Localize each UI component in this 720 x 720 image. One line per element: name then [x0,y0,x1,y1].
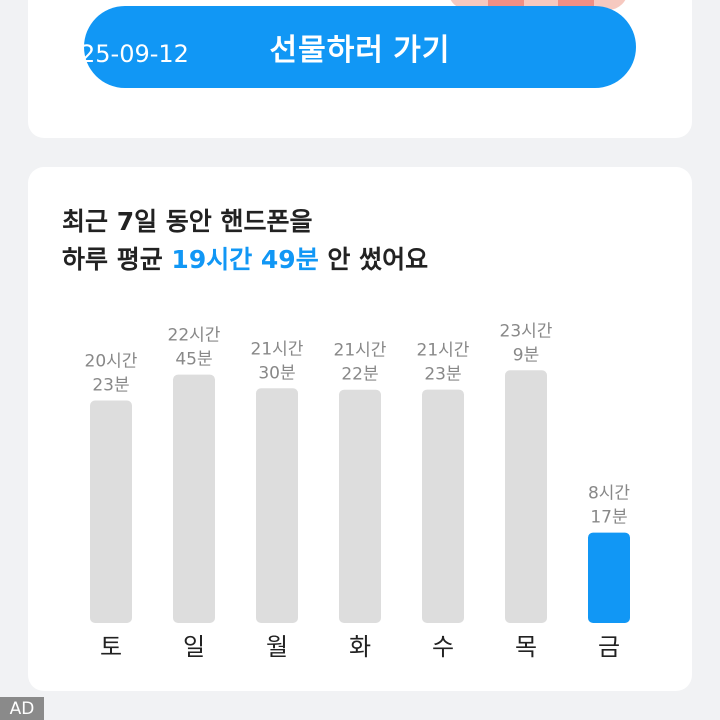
ad-badge: AD [0,697,44,720]
usage-summary: 최근 7일 동안 핸드폰을 하루 평균 19시간 49분 안 썼어요 [62,203,428,279]
bar-value-label: 9분 [513,345,539,365]
bar-value-label: 17분 [590,508,627,528]
bar-value-label: 23분 [92,375,129,395]
day-label: 일 [183,633,205,661]
bar-value-label: 23시간 [500,321,553,341]
bar-토 [90,400,132,623]
bar-목 [505,370,547,623]
day-label: 월 [266,633,288,661]
usage-card: 최근 7일 동안 핸드폰을 하루 평균 19시간 49분 안 썼어요 20시간 2… [28,167,692,691]
gift-card: 선물하러 가기 [28,0,692,138]
illustration-stripe [558,0,594,10]
bar-value-label: 45분 [175,350,212,370]
bar-value-label: 20시간 [85,351,138,371]
summary-line-1: 최근 7일 동안 핸드폰을 [62,207,313,236]
gift-illustration [448,0,628,10]
bar-value-label: 22시간 [168,326,221,346]
bar-value-label: 30분 [258,363,295,383]
bar-value-label: 21시간 [251,339,304,359]
bar-일 [173,374,215,623]
average-time-highlight: 19시간 49분 [171,245,319,274]
bar-수 [422,389,464,623]
bar-금 [588,532,630,623]
bar-월 [256,388,298,623]
day-label: 수 [432,633,454,661]
bar-value-label: 21시간 [417,341,470,361]
bar-value-label: 8시간 [588,484,630,504]
gift-button[interactable]: 선물하러 가기 [84,6,636,88]
bar-value-label: 21시간 [334,341,387,361]
bar-화 [339,389,381,623]
bar-value-label: 23분 [424,365,461,385]
illustration-stripe [488,0,524,10]
summary-line-2-suffix: 안 썼어요 [318,245,429,274]
date-overlay: 25-09-12 [80,40,189,68]
day-label: 목 [515,633,537,661]
day-label: 금 [598,633,620,661]
bar-value-label: 22분 [341,365,378,385]
day-label: 토 [100,633,122,661]
day-label: 화 [349,633,371,661]
summary-line-2-prefix: 하루 평균 [62,245,172,274]
